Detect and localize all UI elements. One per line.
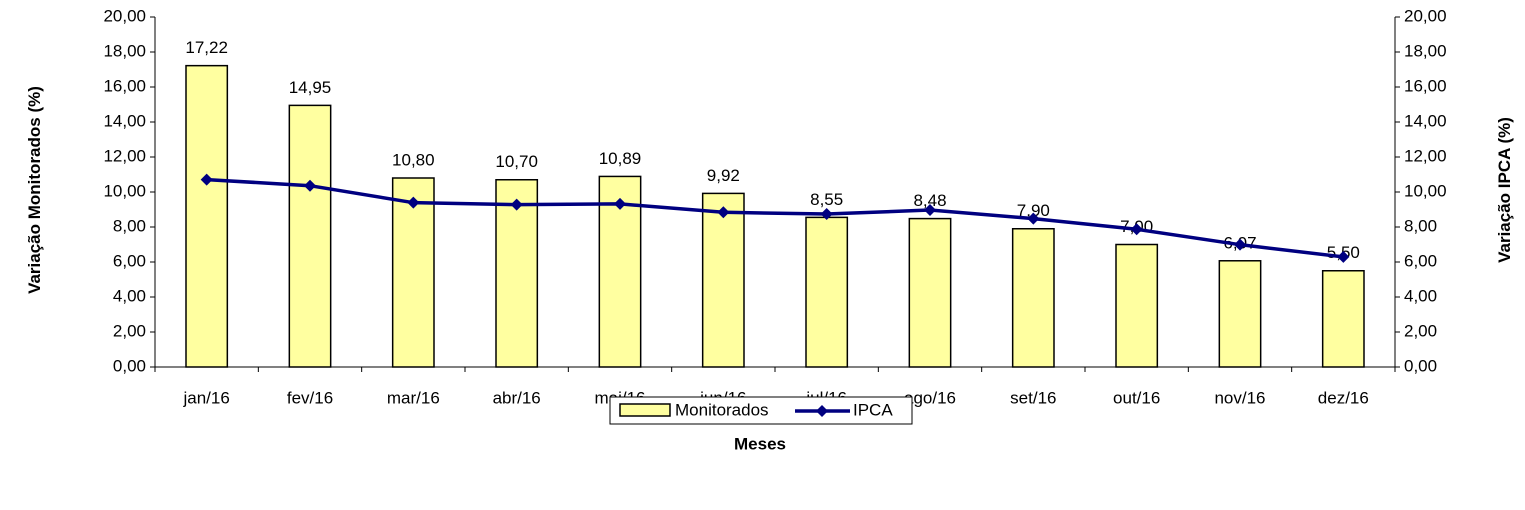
bar	[805, 216, 849, 368]
data-label: 17,22	[185, 38, 228, 57]
data-label: 14,95	[289, 78, 332, 97]
y-tick-label: 16,00	[103, 76, 146, 95]
x-axis-title: Meses	[734, 434, 786, 453]
y2-tick-label: 6,00	[1404, 251, 1437, 270]
y-tick-label: 18,00	[103, 41, 146, 60]
bar	[701, 192, 745, 368]
y2-tick-label: 8,00	[1404, 216, 1437, 235]
y2-tick-label: 10,00	[1404, 181, 1447, 200]
data-label: 10,80	[392, 150, 435, 169]
marker	[1234, 238, 1246, 251]
x-tick-label: mar/16	[387, 388, 440, 407]
y2-tick-label: 16,00	[1404, 76, 1447, 95]
y2-tick-label: 18,00	[1404, 41, 1447, 60]
y-tick-label: 0,00	[113, 356, 146, 375]
y-tick-label: 12,00	[103, 146, 146, 165]
legend-label: IPCA	[853, 400, 893, 419]
marker	[510, 198, 523, 211]
legend-swatch	[619, 403, 671, 417]
data-label: 8,55	[810, 190, 843, 209]
x-tick-label: nov/16	[1214, 388, 1265, 407]
y-tick-label: 2,00	[113, 321, 146, 340]
marker	[1337, 250, 1350, 263]
bar	[1115, 243, 1159, 368]
y2-tick-label: 12,00	[1404, 146, 1447, 165]
y-tick-label: 14,00	[103, 111, 146, 130]
y-tick-label: 4,00	[113, 286, 146, 305]
bar	[391, 177, 435, 368]
marker	[1130, 223, 1143, 236]
bar	[495, 179, 539, 368]
bar	[288, 104, 332, 368]
y2-tick-label: 4,00	[1404, 286, 1437, 305]
y2-tick-label: 20,00	[1404, 6, 1447, 25]
x-tick-label: jan/16	[183, 388, 230, 407]
marker	[717, 206, 730, 219]
y-tick-label: 20,00	[103, 6, 146, 25]
y-tick-label: 10,00	[103, 181, 146, 200]
bar	[185, 64, 229, 368]
line	[206, 177, 1344, 259]
y2-tick-label: 14,00	[1404, 111, 1447, 130]
y-tick-label: 8,00	[113, 216, 146, 235]
y-axis-title: Variação Monitorados (%)	[25, 86, 44, 294]
marker	[924, 204, 936, 217]
bar	[1011, 228, 1055, 368]
x-tick-label: ago/16	[904, 388, 956, 407]
marker	[820, 208, 833, 221]
y2-tick-label: 2,00	[1404, 321, 1437, 340]
data-label: 10,89	[599, 149, 642, 168]
legend-label: Monitorados	[675, 400, 769, 419]
y2-tick-label: 0,00	[1404, 356, 1437, 375]
marker	[304, 179, 316, 192]
y-tick-label: 6,00	[113, 251, 146, 270]
marker	[1027, 212, 1040, 225]
legend-marker	[816, 405, 828, 417]
y2-axis-title: Variação IPCA (%)	[1495, 117, 1514, 263]
marker	[614, 197, 626, 210]
bar	[1218, 260, 1262, 368]
x-tick-label: dez/16	[1318, 388, 1369, 407]
data-label: 10,70	[495, 152, 538, 171]
x-tick-label: out/16	[1113, 388, 1160, 407]
bar	[1321, 270, 1365, 368]
data-label: 8,48	[913, 191, 946, 210]
x-tick-label: fev/16	[287, 388, 333, 407]
marker	[407, 196, 420, 209]
x-tick-label: abr/16	[493, 388, 541, 407]
data-label: 9,92	[707, 166, 740, 185]
bar	[908, 217, 952, 368]
marker	[200, 173, 213, 186]
x-tick-label: set/16	[1010, 388, 1056, 407]
data-label: 7,90	[1017, 201, 1050, 220]
